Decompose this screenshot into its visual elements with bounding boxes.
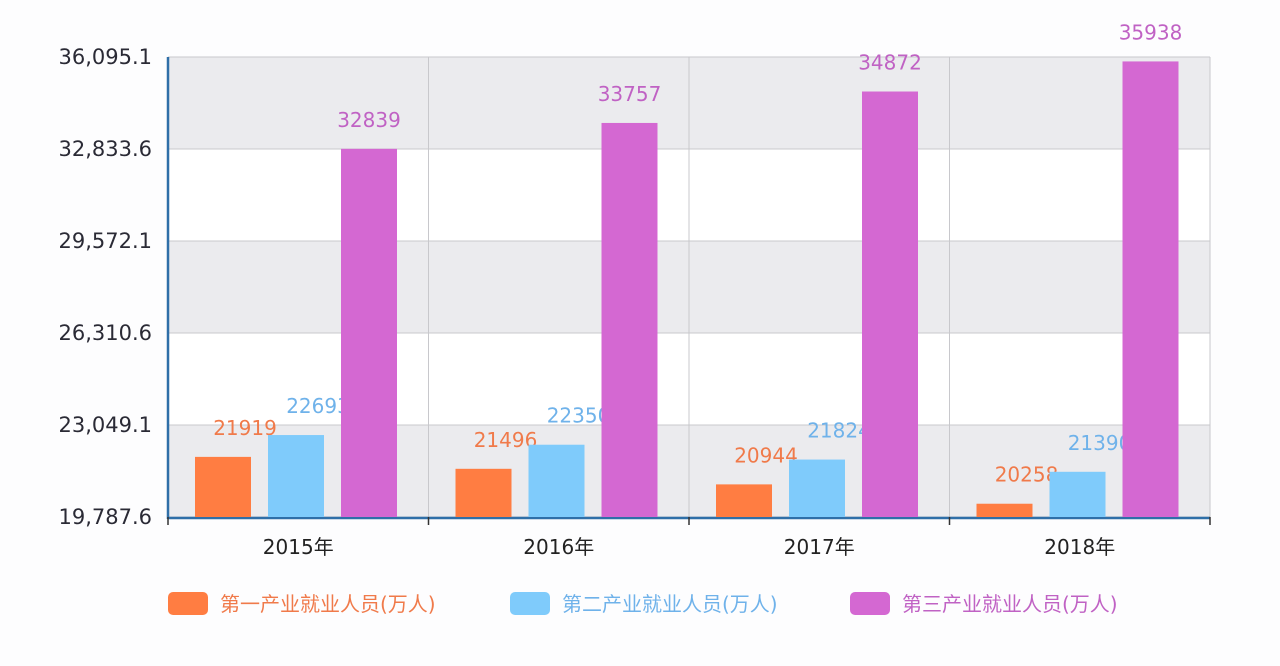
bar-3-2016年 [601,122,658,517]
bar-2-2016年 [528,444,585,517]
legend-swatch [510,592,550,615]
data-label: 20944 [734,443,798,467]
x-tick-label: 2016年 [523,535,594,559]
data-label: 35938 [1119,20,1183,44]
data-label: 21390 [1068,431,1132,455]
bar-2-2015年 [268,435,324,517]
y-tick-label: 32,833.6 [58,137,152,161]
x-tick-label: 2018年 [1044,535,1115,559]
legend-label: 第二产业就业人员(万人) [562,592,778,616]
data-label: 21824 [807,419,871,443]
data-label: 34872 [858,51,922,75]
y-tick-label: 26,310.6 [58,321,152,345]
bar-2-2018年 [1049,471,1106,517]
legend-label: 第三产业就业人员(万人) [902,592,1118,616]
bar-3-2017年 [862,91,918,517]
data-label: 20258 [995,463,1059,487]
data-label: 22350 [547,404,611,428]
bar-1-2018年 [976,503,1033,517]
legend-label: 第一产业就业人员(万人) [220,592,436,616]
legend-swatch [850,592,890,615]
y-tick-label: 29,572.1 [58,229,152,253]
x-tick-label: 2017年 [784,535,855,559]
data-label: 22693 [286,394,350,418]
legend-swatch [168,592,208,615]
y-tick-label: 19,787.6 [58,505,152,529]
y-tick-label: 23,049.1 [58,413,152,437]
data-label: 21496 [474,428,538,452]
data-label: 32839 [337,108,401,132]
bar-1-2016年 [455,468,512,517]
bar-1-2015年 [195,456,251,517]
bar-3-2015年 [341,148,397,518]
bar-1-2017年 [716,484,772,517]
bar-3-2018年 [1122,61,1179,517]
bar-2-2017年 [789,459,845,517]
x-tick-label: 2015年 [263,535,334,559]
data-label: 33757 [598,82,662,106]
data-label: 21919 [213,416,277,440]
y-tick-label: 36,095.1 [58,45,152,69]
